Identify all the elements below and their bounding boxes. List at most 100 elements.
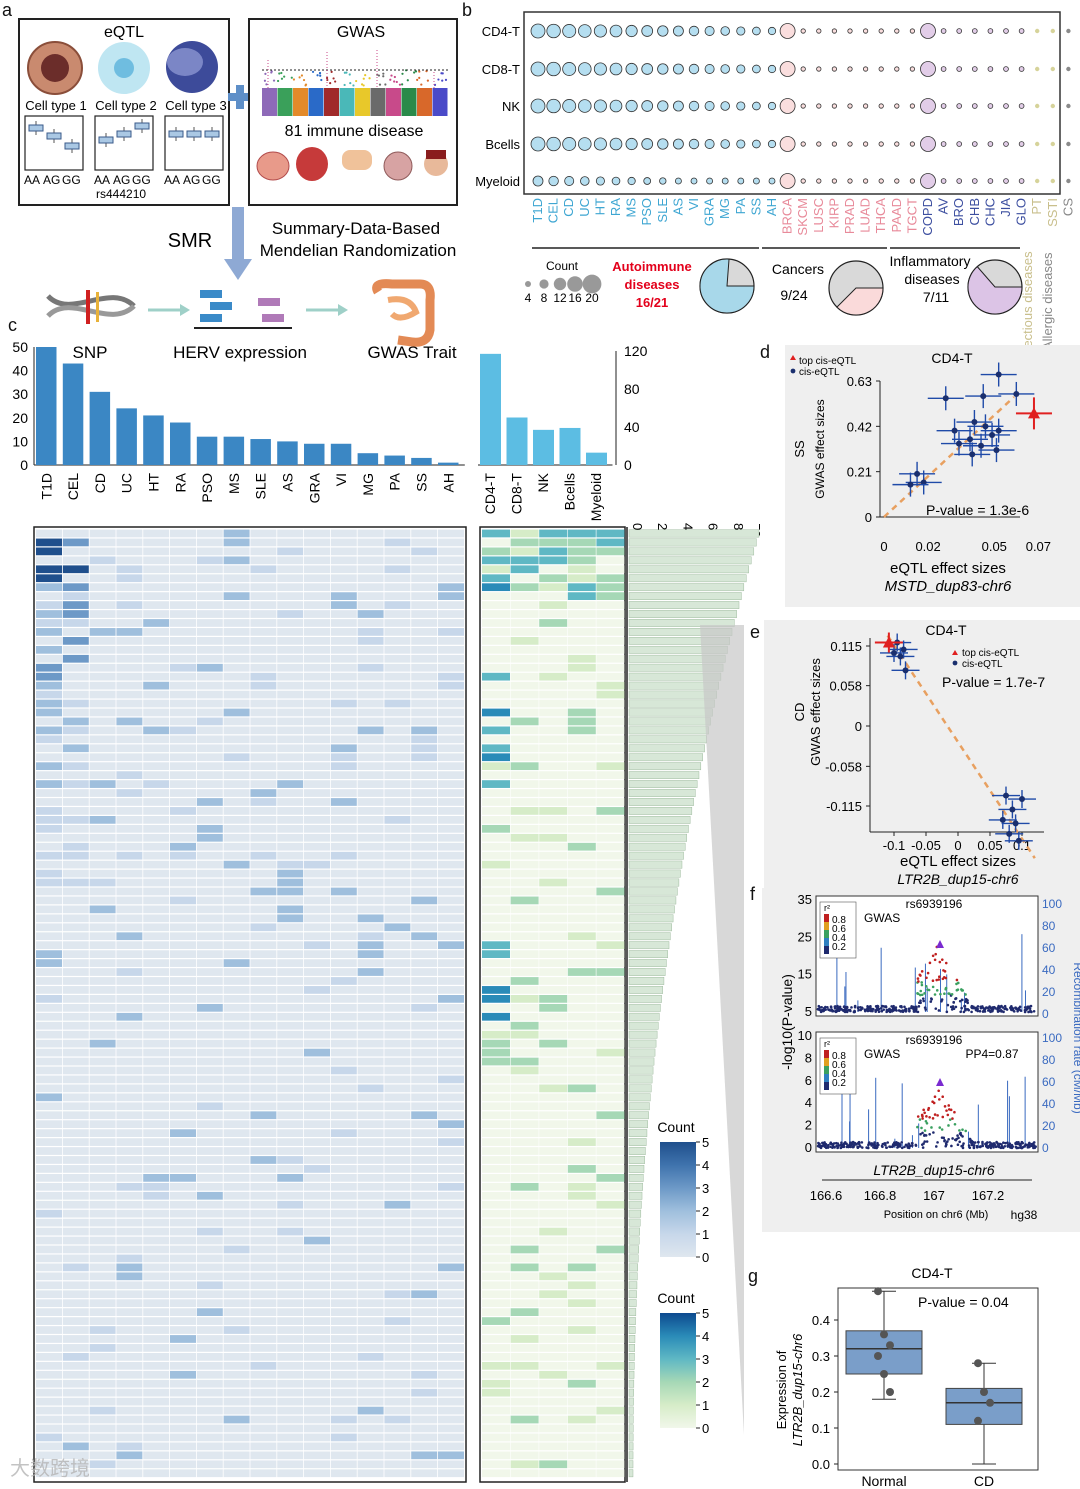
disease-label: SLE [655,198,670,223]
heatmap-cell [89,547,116,556]
heatmap-cell [277,1335,304,1343]
heatmap-cell [482,789,510,797]
heatmap-cell [567,1254,596,1263]
heatmap-cell [170,878,196,887]
heatmap-cell [170,1370,196,1379]
snp-point [1003,1007,1007,1011]
snp-point [919,974,922,977]
heatmap-cell [170,905,196,914]
disease-label: THCA [873,198,888,234]
heatmap-cell [438,556,464,565]
heatmap-cell [223,887,250,896]
heatmap-cell [411,1433,438,1442]
heatmap-cell [250,860,277,869]
heatmap-cell [170,1057,196,1066]
bubble [971,103,978,109]
snp-point [954,1138,958,1142]
heatmap-cell [223,1415,250,1424]
heatmap-cell [304,565,330,574]
heatmap-cell [89,637,116,645]
heatmap-cell [438,1424,464,1433]
heatmap-cell [482,851,510,860]
heatmap-cell [277,878,304,887]
heatmap-cell [539,1057,568,1066]
heatmap-cell [357,1138,384,1146]
heatmap-cell [277,1102,304,1111]
heatmap-cell [277,663,304,672]
bar [143,415,164,465]
snp-point [996,1010,1000,1013]
heatmap-cell [143,932,170,941]
heatmap-cell [196,619,223,627]
heatmap-cell [223,681,250,690]
heatmap-cell [170,780,196,788]
heatmap-cell [357,637,384,645]
snp-point [920,1143,924,1146]
heatmap-cell [143,1370,170,1379]
snp-point [1007,1143,1010,1147]
snp-point [931,985,935,989]
bar [250,439,271,465]
bubble [816,103,822,109]
heatmap-cell [510,1174,539,1182]
heatmap-cell [482,995,510,1003]
heatmap-cell [357,1344,384,1352]
heatmap-cell [36,1361,62,1370]
heatmap-cell [596,762,625,771]
heatmap-cell [510,1209,539,1218]
heatmap-cell [330,816,357,824]
heatmap-cell [438,681,464,690]
heatmap-cell [567,968,596,976]
snp-point [947,992,950,995]
heatmap-cell [357,583,384,592]
snp-point [946,1003,950,1007]
heatmap-cell [196,1209,223,1218]
snp-point [821,1144,824,1147]
r2-legend-value: 0.6 [832,924,846,935]
y-tick-label: 0.2 [812,1385,830,1400]
heatmap-cell [170,574,196,583]
heatmap-cell [304,556,330,565]
snp-point [958,1129,961,1132]
heatmap-cell [567,1433,596,1442]
heatmap-cell [89,1379,116,1388]
heatmap-cell [510,726,539,735]
flow-label: SNP [73,343,108,362]
heatmap-cell [223,1361,250,1370]
y-tick-label: 40 [12,363,28,379]
r2-legend-value: 0.8 [832,1051,846,1062]
heatmap-cell [596,1263,625,1272]
heatmap-cell [510,1281,539,1290]
heatmap-cell [330,923,357,932]
heatmap-cell [539,986,568,994]
heatmap-cell [250,690,277,699]
heatmap-cell [277,1397,304,1406]
bubble [894,178,900,184]
snp-point [1003,1004,1007,1008]
heatmap-cell [567,1245,596,1254]
heatmap-cell [482,860,510,869]
heatmap-cell [411,1138,438,1146]
heatmap-cell [596,1191,625,1200]
heatmap-cell [62,610,89,618]
heatmap-cell [596,565,625,574]
heatmap-cell [196,1245,223,1254]
snp-point [831,1146,834,1149]
heatmap-cell [250,1218,277,1227]
snp-point [822,1007,826,1010]
heatmap-cell [36,1111,62,1120]
heatmap-cell [89,538,116,547]
snp-point [936,1141,939,1144]
heatmap-cell [170,851,196,860]
y-tick-label: 40 [624,419,640,435]
heatmap-cell [277,941,304,950]
heatmap-cell [539,1353,568,1361]
heatmap-cell [539,1174,568,1182]
heatmap-cell [250,798,277,806]
heatmap-cell [357,1308,384,1316]
heatmap-cell [384,637,411,645]
snp-point [857,1008,860,1012]
